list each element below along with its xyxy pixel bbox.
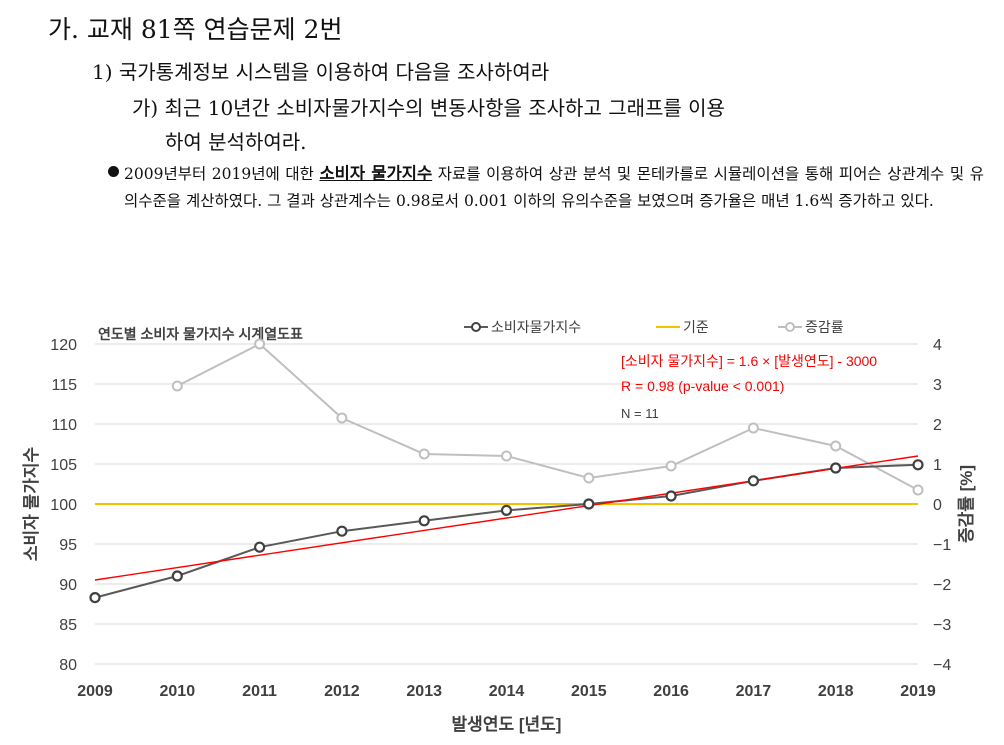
cpi-point [336,525,348,537]
y2-tick-label: −3 [933,617,951,634]
paragraph-emphasis: 소비자 물가지수 [319,164,433,183]
paragraph-text-post: 자료를 이용하여 상관 분석 및 몬테카를로 시뮬레이션을 통해 피어슨 상관계… [124,165,984,210]
series-line-cpi [94,463,919,599]
y-tick-label: 95 [59,537,77,554]
trendline [94,455,919,581]
x-tick-label: 2015 [571,683,607,700]
rate-point [336,412,348,424]
cpi-point [583,498,595,510]
heading-exercise: 가. 교재 81쪽 연습문제 2번 [48,15,343,44]
x-tick-label: 2009 [77,683,113,700]
x-tick-label: 2018 [818,683,854,700]
x-tick-label: 2010 [160,683,196,700]
rate-point [254,338,266,350]
y2-tick-label: 0 [933,497,942,514]
x-tick-label: 2013 [406,683,442,700]
y-tick-label: 100 [50,497,77,514]
y2-tick-label: 3 [933,377,942,394]
cpi-point [665,490,677,502]
heading-subtask-line1: 가) 최근 10년간 소비자물가지수의 변동사항을 조사하고 그래프를 이용 [132,96,725,120]
cpi-point [747,475,760,487]
y-tick-label: 90 [59,577,77,594]
y-axis-title: 소비자 물가지수 [22,447,41,562]
rate-point [830,440,842,452]
rate-point [747,422,759,434]
rate-point [912,484,924,496]
bullet-icon [108,166,119,177]
y-tick-label: 105 [50,457,77,474]
equation-annotation: [소비자 물가지수] = 1.6 × [발생연도] - 3000 [621,353,877,369]
cpi-line-chart: 80 85 90 95 100 105 110 115 120 −4 −3 −2 −1 0 1 2 3 4 2009… [22,319,976,734]
x-tick-label: 2019 [900,683,936,700]
rate-point [665,460,677,472]
y2-tick-label: −4 [933,657,951,674]
legend-label: 기준 [683,319,709,335]
chart-title: 연도별 소비자 물가지수 시계열도표 [98,326,303,342]
y-tick-label: 110 [51,417,77,434]
cpi-point [830,462,842,474]
cpi-point [254,541,266,553]
cpi-point [912,459,924,471]
cpi-point [89,592,101,604]
y-tick-label: 85 [59,617,77,634]
y-tick-label: 120 [50,337,77,354]
x-tick-label: 2011 [242,683,277,700]
rate-point [418,448,430,460]
y-tick-label: 115 [51,377,77,394]
y2-axis-title: 증감률 [%] [957,465,976,543]
series-line-rate [176,342,919,491]
x-tick-label: 2014 [489,683,525,700]
x-tick-label: 2017 [736,683,772,700]
y2-tick-label: −1 [933,537,951,554]
cpi-point [171,570,183,582]
legend-marker [471,322,481,332]
paragraph-text-pre: 2009년부터 2019년에 대한 [124,165,320,183]
rate-point [501,450,512,462]
cpi-point [418,515,430,527]
heading-subtask-line2: 하여 분석하여라. [165,130,307,154]
legend-marker [785,322,795,332]
y2-tick-label: 1 [933,457,942,474]
y-tick-label: 80 [59,657,77,674]
x-axis-title: 발생연도 [년도] [452,715,562,734]
x-tick-label: 2012 [324,683,360,700]
cpi-point [500,504,513,516]
y2-tick-label: 2 [933,417,942,434]
heading-task: 1) 국가통계정보 시스템을 이용하여 다음을 조사하여라 [92,60,550,84]
y2-tick-label: 4 [933,337,942,354]
result-paragraph: 2009년부터 2019년에 대한 소비자 물가지수 자료를 이용하여 상관 분… [108,160,984,215]
rate-point [583,472,595,484]
sample-size-annotation: N = 11 [621,406,659,421]
x-tick-label: 2016 [653,683,689,700]
correlation-annotation: R = 0.98 (p-value < 0.001) [621,378,784,394]
legend-label: 소비자물가지수 [491,319,581,335]
rate-point [171,380,183,392]
y2-tick-label: −2 [933,577,951,594]
legend-label: 증감률 [805,319,844,335]
